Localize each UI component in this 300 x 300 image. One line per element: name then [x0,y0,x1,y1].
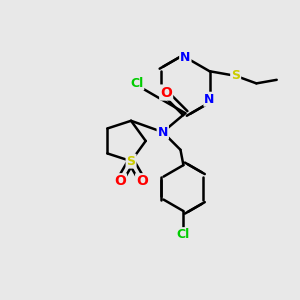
Text: Cl: Cl [177,228,190,241]
Text: O: O [160,85,172,100]
Text: S: S [231,69,240,82]
Text: S: S [127,154,136,168]
Text: N: N [158,126,168,139]
Text: O: O [136,174,148,188]
Text: O: O [114,174,126,188]
Text: Cl: Cl [130,76,143,89]
Text: N: N [204,93,215,106]
Text: N: N [180,51,190,64]
